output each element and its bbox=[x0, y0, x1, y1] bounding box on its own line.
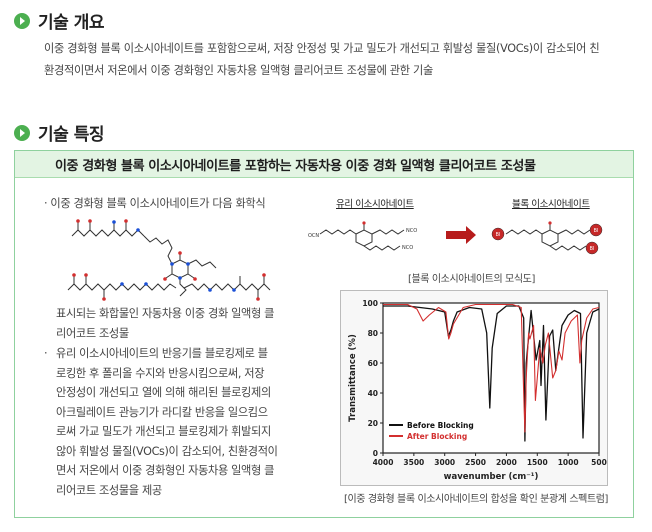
svg-text:NCO: NCO bbox=[406, 228, 417, 234]
x-tick-label: 3500 bbox=[403, 458, 424, 467]
y-tick-label: 100 bbox=[362, 299, 378, 308]
x-tick-label: 1000 bbox=[558, 458, 579, 467]
bullet-2-line: 리어코트 조성물을 제공 bbox=[56, 483, 162, 497]
feature-box-title: 이중 경화형 블록 이소시아네이트를 포함하는 자동차용 이중 경화 일액형 클… bbox=[15, 151, 633, 178]
x-tick-label: 3000 bbox=[434, 458, 455, 467]
series-line-after-blocking bbox=[383, 303, 600, 433]
bullet-2-line: 안정성이 개선되고 열에 의해 해리된 블로킹제의 bbox=[56, 386, 271, 399]
x-tick-label: 1500 bbox=[527, 458, 548, 467]
bullet-1-line-3: 리어코트 조성물 bbox=[56, 326, 129, 340]
section-header-overview: 기술 개요 bbox=[14, 8, 104, 33]
x-tick-label: 2000 bbox=[496, 458, 517, 467]
bullet-2-line: 않아 휘발성 물질(VOCs)이 감소되어, 친환경적이 bbox=[56, 444, 278, 458]
svg-text:BI: BI bbox=[496, 232, 501, 238]
label-free-isocyanate: 유리 이소시아네이트 bbox=[336, 199, 414, 210]
bullet-1-line-2: 표시되는 화합물인 자동차용 이중 경화 일액형 클 리어코트 조성물 bbox=[56, 304, 274, 343]
bullet-1-line-1: · 이중 경화형 블록 이소시아네이트가 다음 화학식 bbox=[44, 197, 266, 210]
bullet-2-line: 로써 가교 밀도가 개선되고 블로킹제가 휘발되지 bbox=[56, 425, 271, 438]
overview-line-1: 이중 경화형 블록 이소시아네이트를 포함함으로써, 저장 안정성 및 가교 밀… bbox=[44, 42, 600, 55]
bullet-2-line: 면서 저온에서 이중 경화형인 자동차용 일액형 클 bbox=[56, 464, 275, 477]
overview-line-2: 환경적이면서 저온에서 이중 경화형인 자동차용 일액형 클리어코트 조성물에 … bbox=[44, 64, 434, 77]
label-blocked-isocyanate: 블록 이소시아네이트 bbox=[512, 199, 590, 210]
bullet-2-line: 아크릴레이트 관능기가 라디칼 반응을 일으킴으 bbox=[56, 405, 268, 419]
x-tick-label: 500 bbox=[591, 458, 607, 467]
bullet-2-line: 로킹한 후 폴리올 수지와 반응시킴으로써, 저장 bbox=[56, 366, 265, 380]
svg-text:BI: BI bbox=[590, 246, 595, 252]
y-tick-label: 20 bbox=[368, 419, 378, 428]
bullet-2-line: 유리 이소시아네이트의 반응기를 블로킹제로 블 bbox=[56, 347, 268, 360]
legend-label: Before Blocking bbox=[407, 421, 474, 430]
spectrum-figure: 0 20 40 60 80 100 4000 3500 3000 2500 2000 1500 1000… bbox=[340, 290, 608, 486]
y-axis-label: Transmittance (%) bbox=[348, 334, 358, 422]
bullet-2: · 유리 이소시아네이트의 반응기를 블로킹제로 블 로킹한 후 폴리올 수지와… bbox=[44, 344, 294, 500]
section-header-features: 기술 특징 bbox=[14, 120, 104, 145]
svg-text:BI: BI bbox=[594, 228, 599, 234]
section-title-overview: 기술 개요 bbox=[38, 13, 104, 33]
y-tick-label: 80 bbox=[368, 329, 378, 338]
feature-box: 이중 경화형 블록 이소시아네이트를 포함하는 자동차용 이중 경화 일액형 클… bbox=[14, 150, 634, 518]
legend-label: After Blocking bbox=[407, 432, 467, 441]
svg-text:NCO: NCO bbox=[402, 245, 413, 251]
svg-text:OCN: OCN bbox=[308, 233, 319, 239]
x-tick-label: 4000 bbox=[373, 458, 394, 467]
y-tick-label: 0 bbox=[373, 449, 378, 458]
x-tick-label: 2500 bbox=[465, 458, 486, 467]
schematic-caption: [블록 이소시아네이트의 모식도] bbox=[408, 274, 535, 285]
spectrum-caption: [이중 경화형 블록 이소시아네이트의 합성을 확인 분광계 스펙트럼] bbox=[344, 494, 609, 505]
series-line-before-blocking bbox=[383, 305, 600, 442]
schematic-figure: 유리 이소시아네이트 블록 이소시아네이트 OCN NCO NCO bbox=[306, 190, 626, 266]
x-axis-label: wavenumber (cm⁻¹) bbox=[444, 472, 539, 482]
y-tick-label: 60 bbox=[368, 359, 378, 368]
chemical-formula-image bbox=[67, 219, 271, 301]
y-tick-label: 40 bbox=[368, 389, 378, 398]
section-title-features: 기술 특징 bbox=[38, 125, 104, 145]
ftir-chart: 0 20 40 60 80 100 4000 3500 3000 2500 2000 1500 1000… bbox=[348, 299, 607, 482]
play-arrow-icon bbox=[14, 12, 30, 29]
overview-paragraph: 이중 경화형 블록 이소시아네이트를 포함함으로써, 저장 안정성 및 가교 밀… bbox=[44, 38, 640, 82]
play-arrow-icon bbox=[14, 124, 30, 141]
